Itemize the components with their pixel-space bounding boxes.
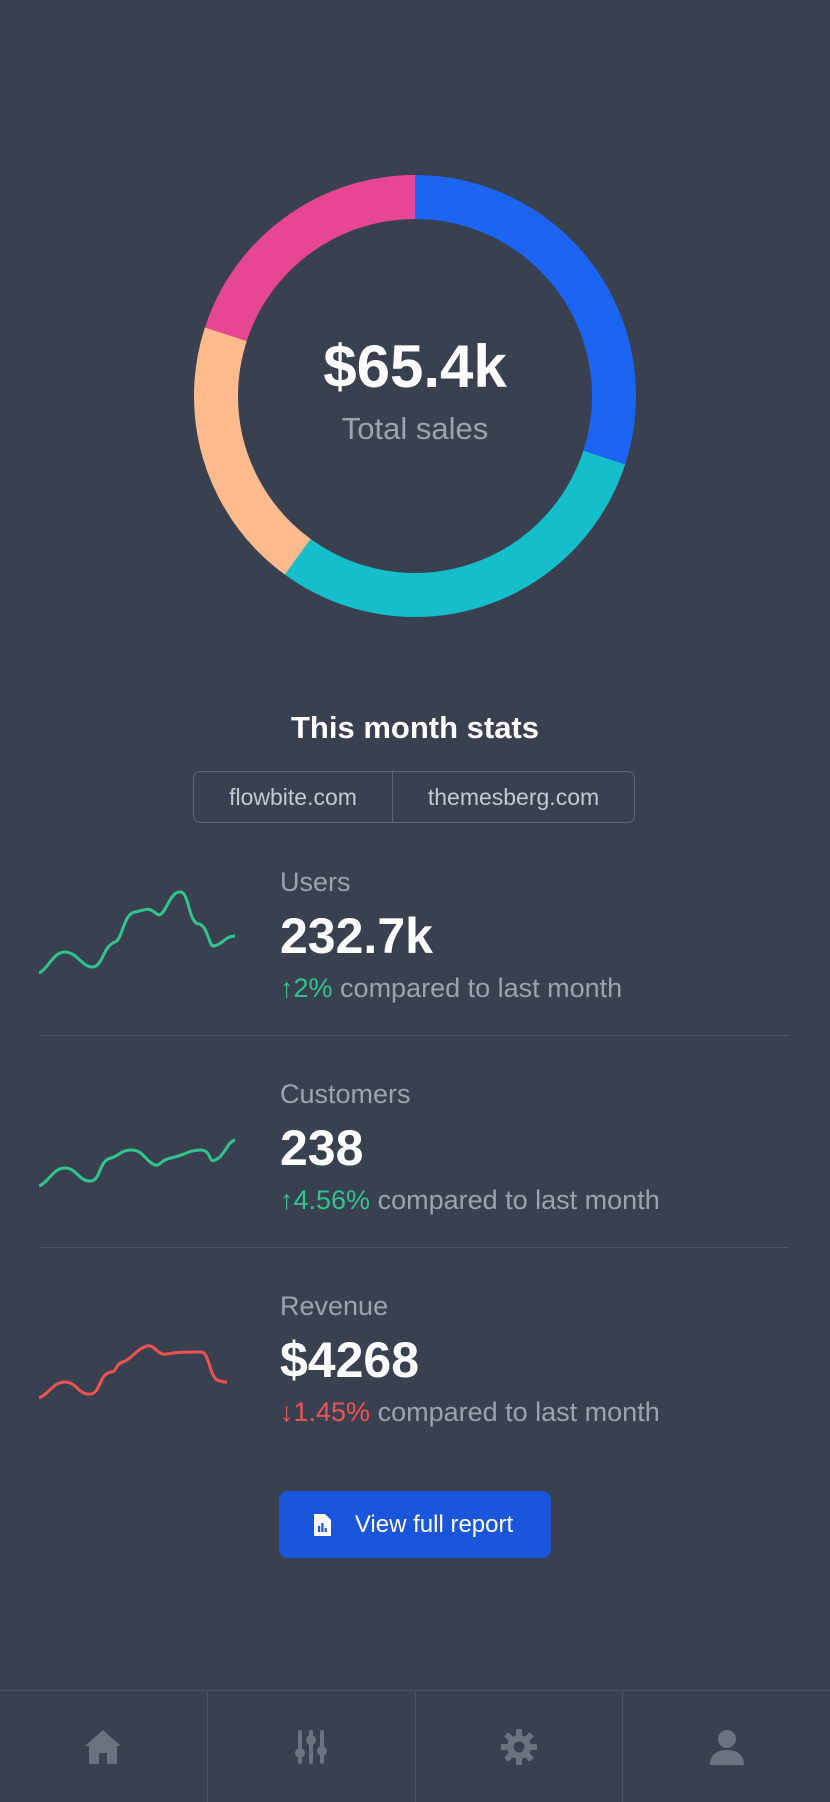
- divider: [39, 1035, 789, 1036]
- file-chart-icon: [309, 1512, 335, 1538]
- arrow-down-icon: ↓: [280, 1397, 294, 1427]
- nav-profile[interactable]: [623, 1691, 830, 1802]
- view-full-report-button[interactable]: View full report: [279, 1491, 551, 1558]
- site-tab-group: flowbite.com themesberg.com: [193, 771, 635, 823]
- tab-flowbite[interactable]: flowbite.com: [194, 772, 393, 822]
- view-full-report-label: View full report: [354, 1510, 514, 1538]
- stat-change-suffix: compared to last month: [377, 1185, 660, 1215]
- users-sparkline: [39, 890, 236, 975]
- stat-change-percent: 4.56%: [293, 1185, 371, 1215]
- donut-segment-3: [194, 175, 636, 617]
- stat-change: ↑2% compared to last month: [280, 973, 622, 1004]
- donut-center: $65.4k Total sales: [193, 174, 637, 618]
- stat-customers: Customers 238 ↑4.56% compared to last mo…: [39, 1072, 789, 1284]
- sliders-icon: [295, 1729, 328, 1764]
- stat-label: Revenue: [280, 1291, 389, 1321]
- customers-sparkline: [39, 1138, 236, 1188]
- total-sales-label: Total sales: [341, 411, 489, 446]
- nav-home[interactable]: [0, 1691, 208, 1802]
- divider: [39, 1247, 789, 1248]
- nav-settings[interactable]: [416, 1691, 624, 1802]
- stat-change-suffix: compared to last month: [377, 1397, 660, 1427]
- stats-title: This month stats: [290, 710, 539, 745]
- user-icon: [709, 1729, 744, 1765]
- donut-segment-1: [194, 175, 636, 617]
- tab-themesberg[interactable]: themesberg.com: [427, 783, 600, 810]
- revenue-sparkline: [39, 1344, 228, 1400]
- stat-label: Users: [280, 867, 351, 897]
- total-sales-donut: $65.4k Total sales: [193, 174, 637, 618]
- stat-users: Users 232.7k ↑2% compared to last month: [39, 860, 789, 1072]
- stat-value: 238: [280, 1120, 364, 1176]
- stat-value: 232.7k: [280, 908, 433, 964]
- stat-change-percent: 1.45%: [293, 1397, 371, 1427]
- stat-change-suffix: compared to last month: [340, 973, 623, 1003]
- stat-change-percent: 2%: [293, 973, 333, 1003]
- stat-change: ↓1.45% compared to last month: [280, 1397, 660, 1428]
- arrow-up-icon: ↑: [280, 1185, 294, 1215]
- gear-icon: [500, 1728, 537, 1765]
- donut-chart: [194, 175, 636, 617]
- stat-value: $4268: [280, 1332, 420, 1388]
- nav-adjustments[interactable]: [208, 1691, 416, 1802]
- total-sales-value: $65.4k: [323, 333, 507, 400]
- stat-label: Customers: [280, 1079, 411, 1109]
- donut-segment-2: [194, 175, 636, 617]
- bottom-nav: [0, 1690, 830, 1802]
- home-icon: [85, 1729, 122, 1764]
- stat-revenue: Revenue $4268 ↓1.45% compared to last mo…: [39, 1284, 789, 1496]
- arrow-up-icon: ↑: [280, 973, 294, 1003]
- stat-change: ↑4.56% compared to last month: [280, 1185, 660, 1216]
